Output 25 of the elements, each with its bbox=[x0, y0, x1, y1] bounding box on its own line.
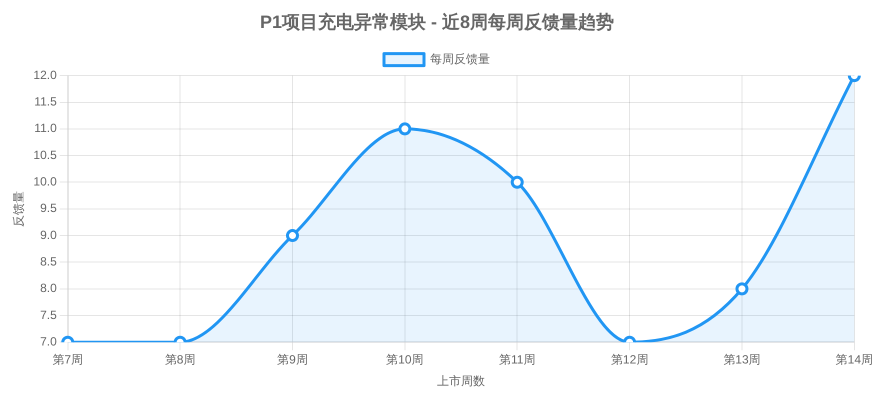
y-axis-title: 反馈量 bbox=[12, 190, 26, 227]
y-tick-label: 11.0 bbox=[34, 121, 58, 136]
y-tick-label: 8.5 bbox=[40, 254, 58, 269]
y-tick-label: 8.0 bbox=[40, 281, 58, 296]
legend-label: 每周反馈量 bbox=[430, 52, 490, 66]
x-tick-label: 第7周 bbox=[52, 352, 84, 367]
chart-title: P1项目充电异常模块 - 近8周每周反馈量趋势 bbox=[260, 12, 614, 32]
y-tick-label: 7.0 bbox=[40, 334, 58, 349]
y-tick-label: 7.5 bbox=[40, 308, 58, 322]
point bbox=[286, 229, 299, 242]
x-tick-label: 第13周 bbox=[723, 352, 761, 367]
y-tick-label: 11.5 bbox=[34, 94, 58, 109]
x-tick-label: 第12周 bbox=[610, 352, 648, 367]
y-tick-label: 9.5 bbox=[40, 201, 58, 216]
y-tick-label: 12.0 bbox=[33, 68, 58, 82]
y-tick-label: 9.0 bbox=[40, 228, 58, 242]
x-tick-label: 第10周 bbox=[386, 352, 424, 367]
x-axis-title: 上市周数 bbox=[437, 374, 486, 388]
y-tick-label: 10.5 bbox=[33, 148, 58, 162]
point bbox=[510, 176, 524, 189]
x-tick-label: 第14周 bbox=[836, 352, 874, 367]
y-tick-label: 10.0 bbox=[33, 174, 58, 189]
x-tick-label: 第11周 bbox=[498, 352, 536, 367]
x-tick-label: 第9周 bbox=[277, 352, 308, 367]
x-tick-label: 第8周 bbox=[164, 352, 196, 367]
